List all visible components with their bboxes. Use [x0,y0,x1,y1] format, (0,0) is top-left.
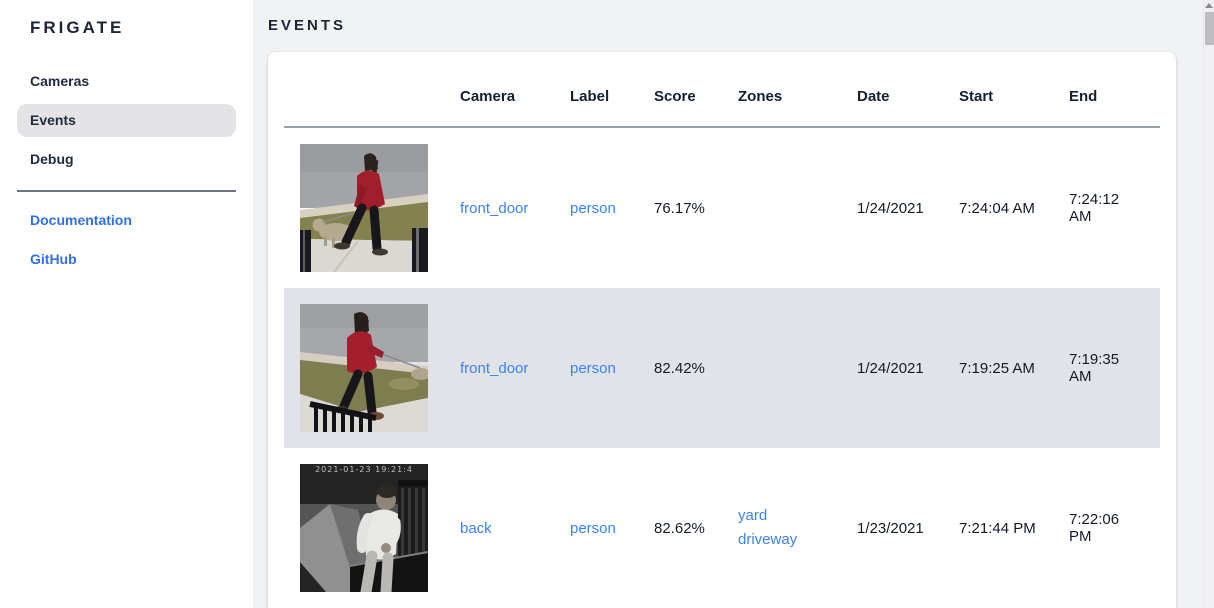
sidebar: FRIGATE Cameras Events Debug Documentati… [0,0,253,608]
column-header-date: Date [841,68,943,128]
thumbnail-graphic-man-white-shirt-night: 2021-01-23 19:21:4 [300,464,428,592]
thumbnail-graphic-woman-red-coat-dog [300,144,428,272]
label-link[interactable]: person [570,359,616,377]
start-time-value: 7:24:04 AM [959,199,1035,217]
end-time-value: 7:19:35 AM [1053,288,1160,448]
score-value: 82.62% [654,519,705,537]
app-logo: FRIGATE [30,18,125,37]
date-value: 1/24/2021 [841,288,943,448]
date-value: 1/24/2021 [857,199,924,217]
column-header-camera: Camera [444,68,554,128]
event-row[interactable]: front_door person 76.17% 1/24/2021 7:24:… [284,127,1160,288]
event-thumbnail[interactable]: 2021-01-23 19:21:4 [300,464,428,592]
zone-link[interactable]: yard [738,507,768,524]
event-thumbnail[interactable] [300,304,428,432]
camera-link[interactable]: front_door [460,359,529,377]
zones-cell: yard driveway [722,448,841,608]
column-header-label: Label [554,68,638,128]
page-title: EVENTS [268,17,347,34]
camera-link[interactable]: back [460,519,492,537]
end-time-value: 7:22:06 PM [1069,511,1120,545]
start-time-value: 7:21:44 PM [959,519,1036,537]
sidebar-item-events[interactable]: Events [17,104,236,137]
event-thumbnail[interactable] [300,144,428,272]
column-header-thumbnail [284,68,444,128]
events-table-card: Camera Label Score Zones Date Start End [268,52,1176,608]
column-header-score: Score [638,68,722,128]
date-value: 1/23/2021 [857,519,924,537]
end-time-value: 7:24:12 AM [1069,191,1120,225]
sidebar-link-github[interactable]: GitHub [30,251,77,267]
zone-link[interactable]: driveway [738,531,798,548]
table-header-row: Camera Label Score Zones Date Start End [284,68,1160,128]
main-content: EVENTS Camera Label Score Zones Date Sta… [253,0,1214,608]
start-time-value: 7:19:25 AM [943,288,1053,448]
event-row-highlighted[interactable]: front_door person 82.42% 1/24/2021 7:19:… [284,288,1160,448]
scrollbar-thumb[interactable] [1204,12,1214,45]
svg-text:2021-01-23 19:21:4: 2021-01-23 19:21:4 [315,465,413,474]
zones-cell [722,127,841,288]
sidebar-divider [17,190,236,192]
event-row[interactable]: 2021-01-23 19:21:4 [284,448,1160,608]
thumbnail-graphic-woman-red-hoodie-railing [300,304,428,432]
column-header-zones: Zones [722,68,841,128]
score-value: 76.17% [654,199,705,217]
sidebar-item-cameras[interactable]: Cameras [30,73,90,89]
column-header-end: End [1053,68,1160,128]
sidebar-link-documentation[interactable]: Documentation [30,212,132,228]
page-scrollbar[interactable] [1203,0,1214,608]
events-table: Camera Label Score Zones Date Start End [284,68,1160,608]
sidebar-nav: Cameras Events Debug Documentation GitHu… [0,65,253,276]
label-link[interactable]: person [570,199,616,217]
scrollbar-up-arrow-icon[interactable] [1205,3,1213,8]
camera-link[interactable]: front_door [460,199,529,217]
column-header-start: Start [943,68,1053,128]
score-value: 82.42% [638,288,722,448]
label-link[interactable]: person [570,519,616,537]
zones-cell [722,288,841,448]
sidebar-item-debug[interactable]: Debug [30,151,74,167]
